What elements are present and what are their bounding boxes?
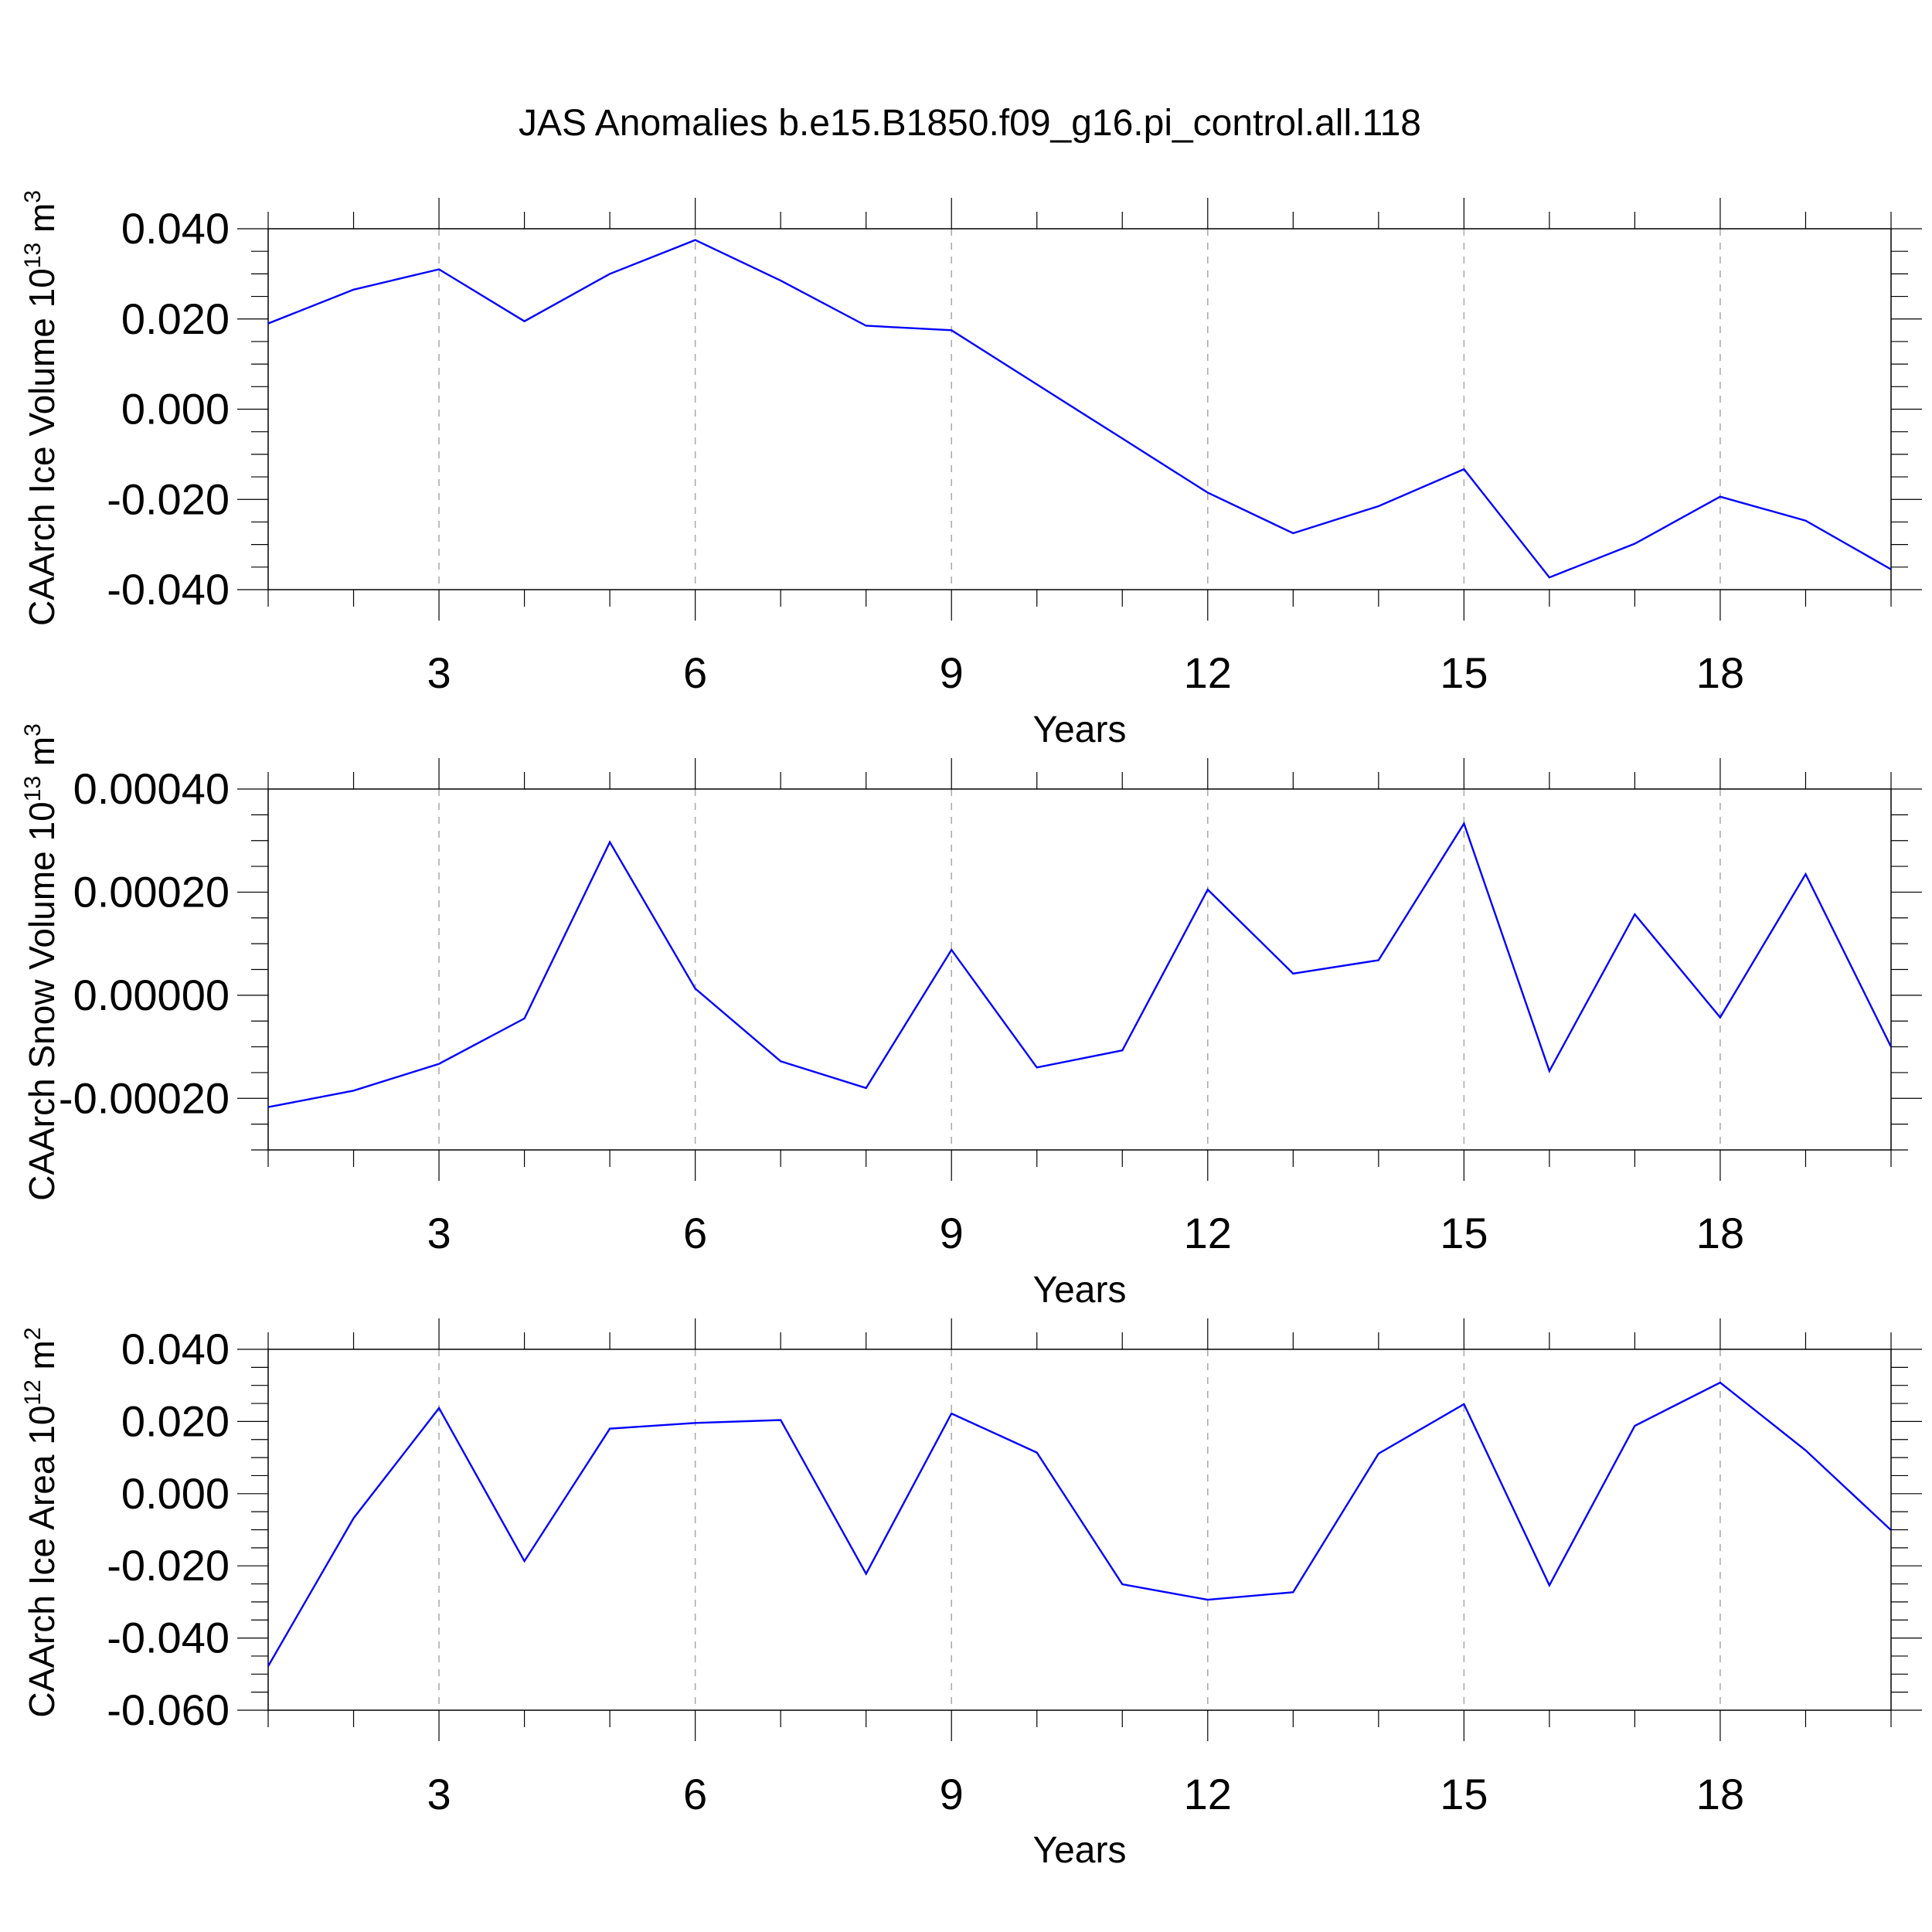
x-tick-label: 6 (683, 648, 707, 697)
y-tick-label: -0.020 (107, 1541, 230, 1590)
x-tick-label: 18 (1696, 1770, 1744, 1818)
x-tick-label: 15 (1440, 648, 1488, 697)
series-line (268, 1381, 1891, 1667)
y-axis-label: CAArch Ice Area 1012 m2 (20, 1327, 62, 1717)
panel-snow-volume: -0.00020 0.00000 0.00020 0.00040 3 6 9 12 15 18 Ye… (20, 723, 1922, 1311)
series-line (268, 239, 1891, 579)
y-axis-label: CAArch Snow Volume 1013 m3 (20, 723, 62, 1201)
x-tick-label: 9 (940, 648, 964, 697)
x-tick-label: 15 (1440, 1209, 1488, 1257)
plot-frame (267, 1349, 1892, 1711)
y-tick-label: 0.00040 (73, 764, 230, 813)
x-tick-label: 3 (427, 648, 451, 697)
y-tick-label: 0.020 (121, 1396, 230, 1445)
x-tick-label: 12 (1184, 648, 1232, 697)
y-tick-label: 0.00020 (73, 867, 230, 916)
x-tick-label: 9 (940, 1209, 964, 1257)
y-tick-label: -0.060 (107, 1685, 230, 1734)
x-tick-label: 18 (1696, 1209, 1744, 1257)
y-tick-label: 0.020 (121, 294, 230, 343)
x-tick-label: 15 (1440, 1770, 1488, 1818)
x-tick-label: 3 (427, 1770, 451, 1818)
x-axis-label: Years (1033, 709, 1127, 750)
x-tick-label: 9 (940, 1770, 964, 1818)
y-tick-label: -0.040 (107, 565, 230, 614)
x-tick-label: 12 (1184, 1770, 1232, 1818)
x-tick-label: 18 (1696, 648, 1744, 697)
plot-frame (267, 788, 1892, 1151)
y-tick-label: -0.040 (107, 1614, 230, 1662)
series-line (268, 821, 1891, 1108)
y-tick-label: 0.040 (121, 204, 230, 253)
y-axis-label: CAArch Ice Volume 1013 m3 (20, 190, 62, 626)
y-tick-label: 0.00000 (73, 971, 230, 1019)
y-tick-label: -0.00020 (59, 1073, 230, 1122)
chart-title: JAS Anomalies b.e15.B1850.f09_g16.pi_con… (519, 103, 1421, 144)
panel-ice-volume: -0.040 -0.020 0.000 0.020 0.040 3 6 9 12 15 18 Year… (20, 190, 1922, 750)
y-tick-label: 0.040 (121, 1325, 230, 1373)
x-tick-label: 6 (683, 1209, 707, 1257)
y-tick-label: -0.020 (107, 474, 230, 523)
x-tick-label: 12 (1184, 1209, 1232, 1257)
y-tick-label: 0.000 (121, 385, 230, 434)
x-axis-label: Years (1033, 1270, 1127, 1311)
plot-frame (267, 228, 1892, 590)
x-tick-label: 6 (683, 1770, 707, 1818)
y-tick-label: 0.000 (121, 1469, 230, 1518)
x-tick-label: 3 (427, 1209, 451, 1257)
panel-ice-area: -0.060 -0.040 -0.020 0.000 0.020 0.040 3 6 9 12 15… (20, 1318, 1922, 1871)
x-axis-label: Years (1033, 1830, 1127, 1871)
